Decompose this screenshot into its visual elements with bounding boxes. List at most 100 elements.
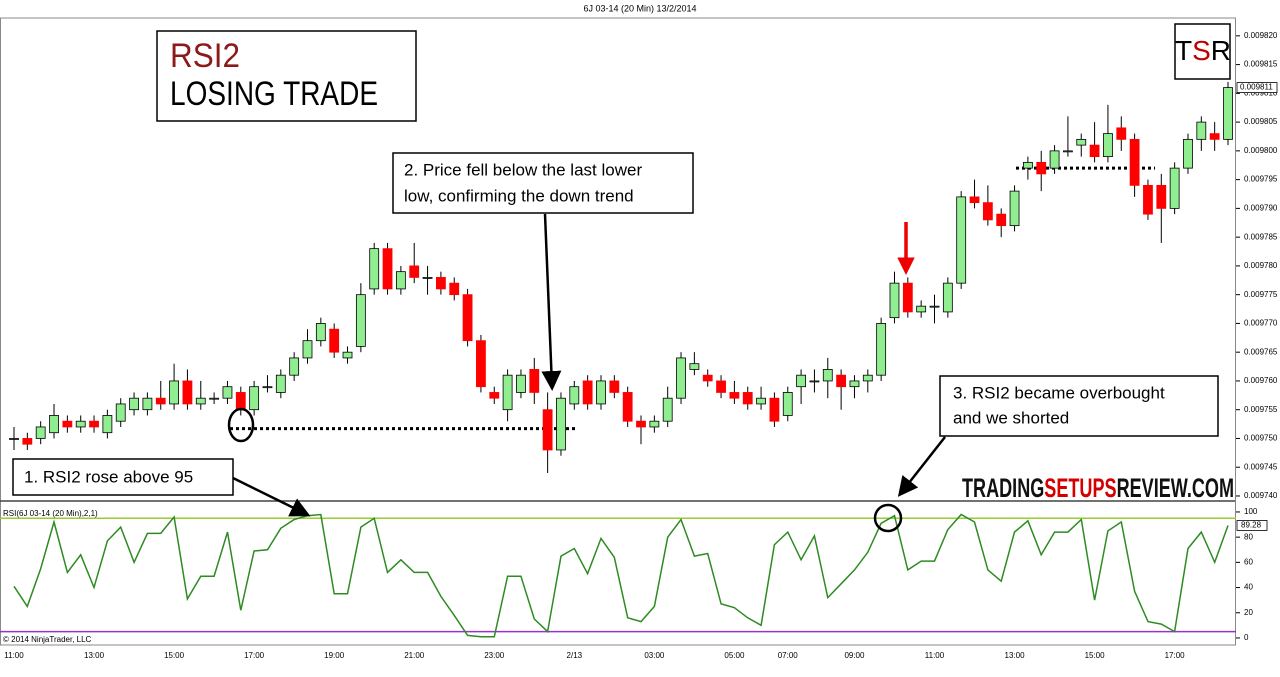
annotation-text: 1. RSI2 rose above 95 <box>24 467 193 486</box>
y-tick-label: 0.009770 <box>1244 319 1278 328</box>
candle-body <box>876 323 887 376</box>
watermark-part: SETUPS <box>1044 473 1116 503</box>
candle-body <box>756 397 766 405</box>
x-tick-label: 15:00 <box>1085 651 1106 660</box>
candle-body <box>529 369 540 393</box>
candle-body <box>275 374 286 393</box>
candle-body <box>742 392 753 405</box>
marks: 0.0098200.0098150.0098100.0098050.009800… <box>0 31 1278 660</box>
candle-body <box>1036 161 1047 175</box>
y-tick-label: 0.009740 <box>1244 491 1278 500</box>
candle-body <box>1143 184 1153 215</box>
y-tick-label: 0.009820 <box>1244 31 1278 40</box>
candle-body <box>235 392 246 411</box>
candle-body <box>355 294 366 347</box>
annotation-box <box>12 458 234 496</box>
candle-body <box>195 397 206 405</box>
annotation-text: and we shorted <box>953 408 1069 427</box>
header: 6J 03-14 (20 Min) 13/2/2014 <box>583 3 696 13</box>
candle-body <box>1116 127 1127 140</box>
last-price-label: 0.009811 <box>1240 83 1273 92</box>
candle-body <box>422 277 433 279</box>
candle-body <box>182 380 193 405</box>
candle-body <box>809 380 820 383</box>
y-tick-label: 0.009755 <box>1244 405 1278 414</box>
candle-body <box>209 397 220 400</box>
candle-body <box>409 265 420 278</box>
copyright: © 2014 NinjaTrader, LLC <box>3 635 92 644</box>
y-tick-label: 0.009780 <box>1244 261 1278 270</box>
arrow <box>897 436 946 497</box>
candle-body <box>395 271 406 290</box>
candle-body <box>62 420 73 428</box>
logo-part: S <box>1192 35 1211 66</box>
candle-body <box>222 386 233 399</box>
x-tick-label: 13:00 <box>84 651 105 660</box>
candle-body <box>929 305 940 308</box>
candle-body <box>556 397 566 451</box>
candle-body <box>369 248 380 290</box>
candle-body <box>9 438 19 440</box>
x-tick-label: 21:00 <box>404 651 425 660</box>
candle-body <box>889 282 900 319</box>
candle-body <box>982 202 993 221</box>
candle-body <box>1196 121 1207 140</box>
y-tick-label: 0.009805 <box>1244 117 1278 126</box>
x-tick-label: 17:00 <box>1165 651 1186 660</box>
candle-body <box>1223 87 1233 140</box>
candle-body <box>702 374 713 382</box>
candle-body <box>516 374 526 393</box>
candle-body <box>916 305 927 313</box>
candle-body <box>636 420 646 428</box>
annotation-text: 3. RSI2 became overbought <box>953 383 1165 402</box>
candle-body <box>249 386 260 411</box>
title: RSI2 <box>170 37 240 75</box>
candle-body <box>836 374 847 388</box>
y-tick-label: 0.009745 <box>1244 462 1278 471</box>
candle-body <box>969 196 980 204</box>
candle-body <box>329 328 340 353</box>
candle-body <box>1009 190 1020 227</box>
logo: TSR <box>1175 35 1231 66</box>
x-tick-label: 05:00 <box>724 651 745 660</box>
watermark-part: TRADING <box>962 473 1044 503</box>
candle-body <box>22 438 33 445</box>
last-value-box <box>1236 520 1268 531</box>
y-tick-label: 0.009750 <box>1244 434 1278 443</box>
candle-body <box>462 294 473 342</box>
candle-body <box>729 392 740 399</box>
candle-body <box>382 248 393 290</box>
candle-body <box>1103 133 1113 158</box>
candle-body <box>102 415 113 434</box>
watermark-part: REVIEW.COM <box>1117 473 1234 503</box>
y-tick-label: 0 <box>1244 633 1249 642</box>
candle-body <box>489 392 500 399</box>
candle-body <box>436 277 446 290</box>
logo-part: R <box>1211 35 1231 66</box>
candle-body <box>996 213 1007 227</box>
candle-body <box>1169 167 1180 209</box>
arrow <box>232 476 311 517</box>
candle-body <box>769 397 780 422</box>
candle-body <box>716 380 726 393</box>
y-tick-label: 0.009795 <box>1244 175 1278 184</box>
candle-body <box>542 409 553 451</box>
candle-body <box>796 374 806 388</box>
y-tick-label: 60 <box>1244 557 1253 566</box>
x-tick-label: 13:00 <box>1005 651 1026 660</box>
last-value-label: 89.28 <box>1241 521 1262 530</box>
y-tick-label: 0.009790 <box>1244 203 1278 212</box>
candle-body <box>622 392 633 422</box>
logo-box <box>1174 23 1231 80</box>
watermark: TRADINGSETUPSREVIEW.COM <box>962 473 1234 503</box>
x-tick-label: 15:00 <box>164 651 185 660</box>
candle-body <box>1049 150 1060 169</box>
subtitle: LOSING TRADE <box>170 75 378 113</box>
candle-body <box>1183 138 1193 169</box>
rsi-title: RSI(6J 03-14 (20 Min),2,1) <box>3 509 98 518</box>
candle-body <box>1089 144 1100 158</box>
x-tick-label: 09:00 <box>844 651 865 660</box>
candle-body <box>849 380 860 388</box>
highlight <box>227 407 255 443</box>
x-tick-label: 03:00 <box>644 651 665 660</box>
